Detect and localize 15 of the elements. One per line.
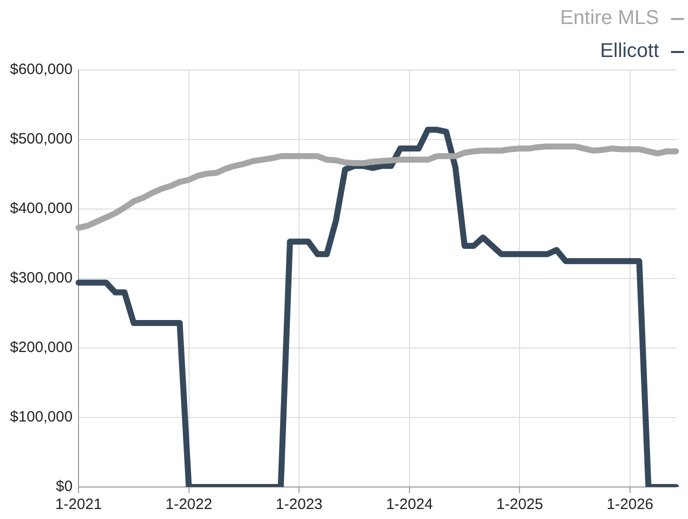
x-tick-label: 1-2026 bbox=[606, 496, 654, 514]
x-tick-label: 1-2023 bbox=[276, 496, 323, 514]
legend-label: Ellicott bbox=[600, 40, 659, 62]
y-tick-label: $0 bbox=[56, 478, 73, 496]
y-tick-label: $400,000 bbox=[10, 200, 73, 218]
x-tick-label: 1-2022 bbox=[166, 496, 212, 514]
x-tick-label: 1-2025 bbox=[496, 496, 544, 514]
y-tick-label: $100,000 bbox=[10, 408, 73, 426]
y-tick-label: $500,000 bbox=[10, 130, 73, 148]
y-tick-label: $300,000 bbox=[10, 270, 73, 287]
y-tick-label: $600,000 bbox=[10, 61, 73, 78]
x-tick-label: 1-2024 bbox=[386, 496, 433, 514]
x-tick-label: 1-2021 bbox=[55, 496, 102, 514]
y-tick-label: $200,000 bbox=[10, 339, 73, 356]
legend-label: Entire MLS bbox=[560, 7, 659, 29]
